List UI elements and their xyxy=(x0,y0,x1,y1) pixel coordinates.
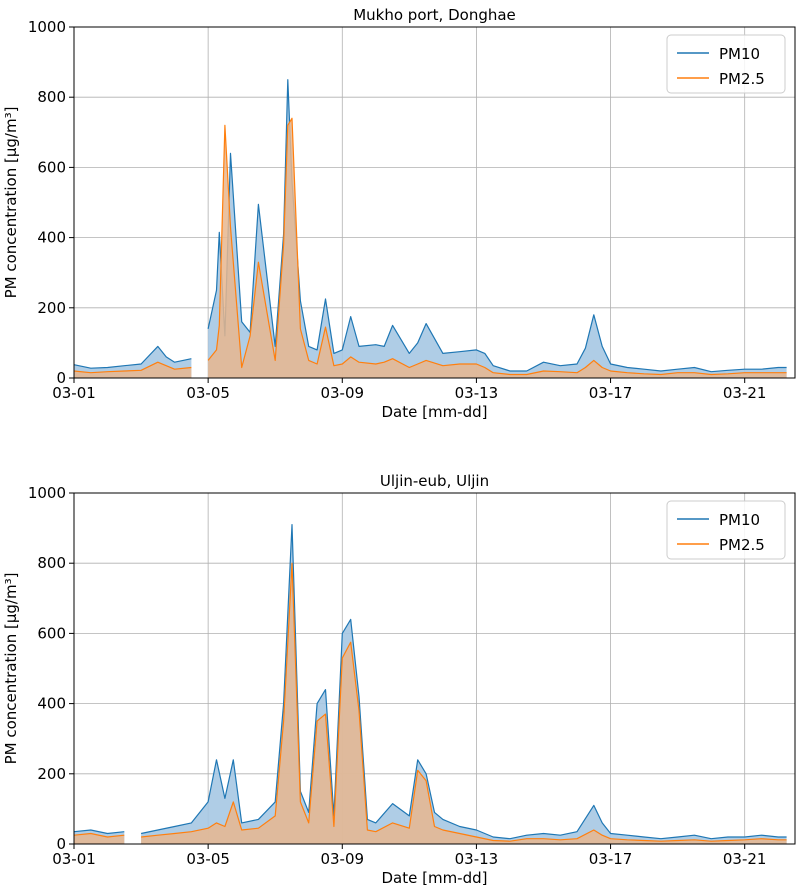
y-tick-label: 200 xyxy=(37,765,66,783)
y-tick-label: 800 xyxy=(37,88,66,106)
y-axis-label: PM concentration [µg/m³] xyxy=(2,107,20,299)
pm25-line xyxy=(73,832,125,838)
y-axis-label: PM concentration [µg/m³] xyxy=(2,573,20,765)
x-tick-label: 03-17 xyxy=(589,850,633,868)
y-tick-label: 0 xyxy=(56,835,66,853)
axes-frame xyxy=(73,26,796,379)
pm10-line xyxy=(73,345,192,369)
legend-label: PM10 xyxy=(719,45,760,63)
x-tick-label: 03-01 xyxy=(52,384,96,402)
x-tick-label: 03-17 xyxy=(589,384,633,402)
legend: PM10 PM2.5 xyxy=(666,500,786,560)
pm25-line xyxy=(207,117,787,376)
legend-label: PM2.5 xyxy=(719,70,765,88)
pm25-line xyxy=(141,562,787,842)
y-tick-label: 600 xyxy=(37,624,66,642)
x-tick-label: 03-09 xyxy=(320,384,364,402)
y-tick-label: 1000 xyxy=(28,18,66,36)
chart-title: Uljin-eub, Uljin xyxy=(380,472,489,490)
x-axis-label: Date [mm-dd] xyxy=(381,869,487,887)
y-tick-label: 200 xyxy=(37,299,66,317)
legend-label: PM2.5 xyxy=(719,536,765,554)
x-tick-label: 03-09 xyxy=(320,850,364,868)
y-tick-label: 0 xyxy=(56,369,66,387)
pm10-line xyxy=(207,79,787,373)
y-tick-label: 1000 xyxy=(28,484,66,502)
x-tick-label: 03-13 xyxy=(455,384,499,402)
axes-frame xyxy=(73,492,796,845)
y-tick-label: 400 xyxy=(37,229,66,247)
pm10-area xyxy=(141,524,787,844)
x-tick-label: 03-05 xyxy=(186,850,230,868)
chart-panel-2: 03-01 03-05 03-09 03-13 03-17 03-21 0 200 400 600… xyxy=(2,472,796,887)
pm25-area xyxy=(74,833,125,844)
legend-label: PM10 xyxy=(719,511,760,529)
chart-panel-1: 03-01 03-05 03-09 03-13 03-17 03-21 0 200 400 600… xyxy=(2,6,796,421)
x-tick-label: 03-01 xyxy=(52,850,96,868)
x-tick-label: 03-21 xyxy=(723,850,767,868)
x-tick-label: 03-21 xyxy=(723,384,767,402)
pm10-line xyxy=(73,829,125,835)
pm10-line xyxy=(140,523,787,840)
pm25-line xyxy=(73,361,192,374)
chart-title: Mukho port, Donghae xyxy=(353,6,516,24)
x-axis-label: Date [mm-dd] xyxy=(381,403,487,421)
y-tick-label: 600 xyxy=(37,158,66,176)
pm25-area xyxy=(208,118,787,379)
y-tick-label: 400 xyxy=(37,695,66,713)
y-tick-label: 800 xyxy=(37,554,66,572)
x-tick-label: 03-13 xyxy=(455,850,499,868)
pm25-area xyxy=(74,362,192,378)
x-tick-label: 03-05 xyxy=(186,384,230,402)
legend: PM10 PM2.5 xyxy=(666,34,786,94)
